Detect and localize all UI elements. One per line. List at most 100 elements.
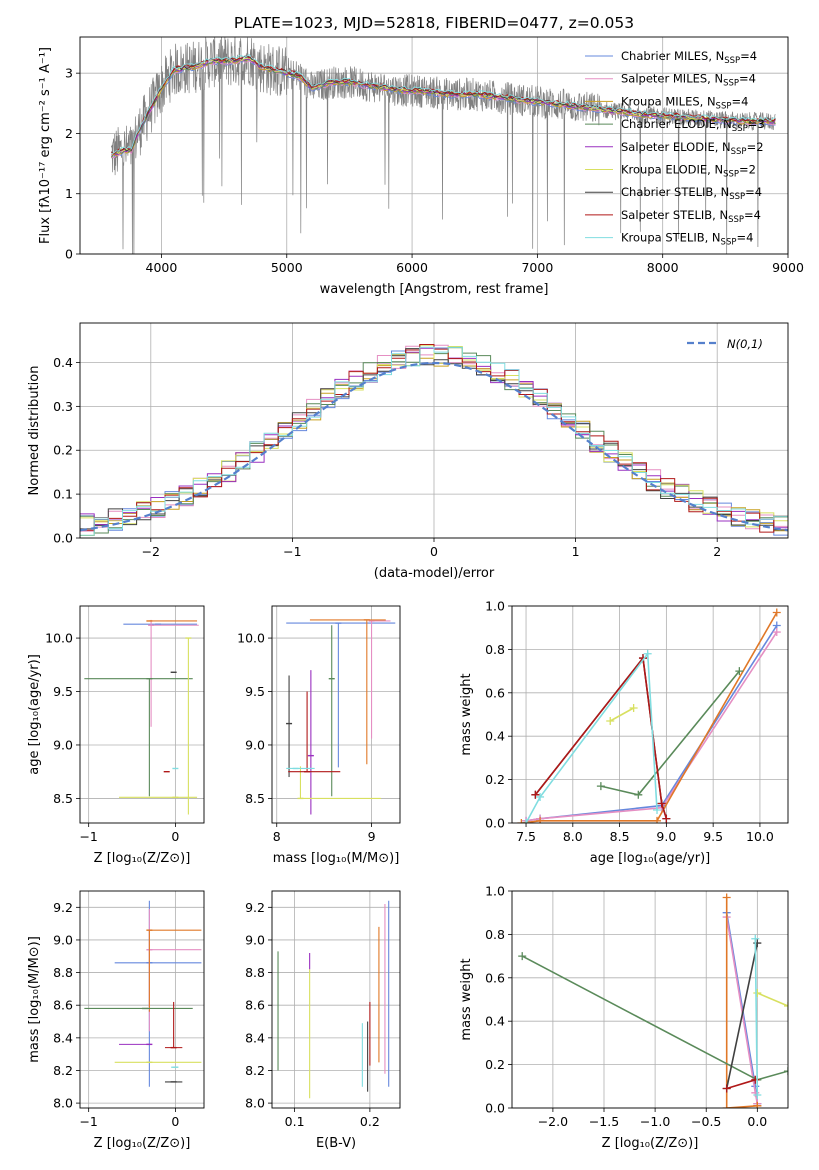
y-axis-label: age [log₁₀(age/yr)] [27, 654, 42, 775]
y-tick-label: 9.2 [245, 900, 265, 915]
errorbar-point [146, 929, 202, 1012]
axes-frame [511, 890, 789, 1109]
y-axis-label: mass weight [459, 958, 474, 1040]
y-tick-label: 0.4 [53, 355, 73, 370]
y-tick-label: 9.0 [53, 737, 73, 752]
weight-marker [662, 814, 671, 823]
y-tick-label: 0.2 [485, 772, 505, 787]
weight-line [726, 1079, 756, 1090]
weight-line [725, 942, 759, 1089]
x-tick-label: 2 [713, 544, 721, 559]
legend-label: Salpeter MILES, NSSP=4 [621, 72, 756, 89]
axes-frame [79, 322, 789, 539]
y-tick-label: 0.4 [485, 1014, 505, 1029]
y-tick-label: 2 [65, 126, 73, 141]
plot-area [517, 608, 781, 823]
x-tick-label: 9.0 [656, 829, 676, 844]
plot-area [80, 344, 788, 536]
plot-area [286, 619, 396, 815]
x-tick-label: 10.0 [746, 829, 774, 844]
errorbar-point [114, 900, 202, 1087]
x-tick-label: 1 [572, 544, 580, 559]
panel-weight_vs_Z: −2.0 −1.5 −1.0 −0.5 0.0 0.0 0.2 0.4 0.6 0.8 1.0 Z [… [459, 884, 789, 1151]
x-tick-label: 7.5 [516, 829, 536, 844]
y-tick-label: 9.5 [53, 684, 73, 699]
weight-series [596, 667, 744, 799]
legend: N(0,1) [687, 337, 763, 351]
weight-marker [722, 1104, 731, 1108]
axes-frame [79, 890, 205, 1109]
weight-series [751, 934, 762, 1099]
x-tick-label: −0.5 [691, 1114, 721, 1129]
errorbar-point [288, 691, 341, 773]
weight-series [517, 608, 781, 823]
y-tick-label: 0.4 [485, 729, 505, 744]
y-tick-label: 8.0 [245, 1096, 265, 1111]
legend-label: Salpeter ELODIE, NSSP=2 [621, 140, 764, 157]
model-line [111, 54, 776, 155]
weight-line [525, 651, 658, 823]
x-tick-label: 4000 [146, 260, 178, 275]
y-tick-label: 0.8 [485, 927, 505, 942]
legend-label: Salpeter STELIB, NSSP=4 [621, 208, 761, 225]
y-tick-label: 0.0 [485, 816, 505, 831]
y-tick-label: 9.2 [53, 900, 73, 915]
plot-area [84, 619, 199, 815]
y-tick-label: 8.5 [245, 791, 265, 806]
residual-histogram [80, 344, 788, 528]
y-axis-label: Normed distribution [27, 366, 42, 496]
y-tick-label: 0.0 [53, 531, 73, 546]
x-tick-label: −2.0 [538, 1114, 568, 1129]
weight-marker [735, 667, 744, 676]
legend-label: Chabrier MILES, NSSP=4 [621, 49, 757, 66]
weight-series [606, 703, 638, 726]
legend-label: Kroupa ELODIE, NSSP=2 [621, 163, 756, 180]
weight-marker [753, 1101, 762, 1108]
x-tick-label: −1.0 [640, 1114, 670, 1129]
weight-marker [653, 805, 662, 814]
x-tick-label: 8 [273, 829, 281, 844]
plot-area [277, 900, 390, 1099]
y-tick-label: 9.5 [245, 684, 265, 699]
y-tick-label: 0.1 [53, 487, 73, 502]
x-axis-label: wavelength [Angstrom, rest frame] [320, 282, 549, 297]
y-axis-label: mass [log₁₀(M/M⊙)] [27, 936, 42, 1063]
y-tick-label: 8.0 [53, 1096, 73, 1111]
weight-marker [784, 1067, 788, 1076]
legend-label: N(0,1) [727, 337, 763, 351]
axes-frame [79, 605, 205, 824]
y-tick-label: 10.0 [237, 631, 265, 646]
weight-line [725, 897, 758, 1108]
weight-line [521, 612, 778, 823]
y-tick-label: 9.0 [245, 737, 265, 752]
weight-marker [606, 717, 615, 726]
weight-marker [753, 988, 762, 997]
x-tick-label: 0.0 [747, 1114, 767, 1129]
x-axis-label: mass [log₁₀(M/M⊙)] [273, 851, 400, 866]
y-tick-label: 8.8 [53, 965, 73, 980]
weight-marker [751, 934, 760, 943]
x-axis-label: Z [log₁₀(Z/Z⊙)] [94, 851, 191, 866]
y-tick-label: 1.0 [485, 884, 505, 899]
weight-marker [518, 952, 527, 961]
x-tick-label: −1.5 [589, 1114, 619, 1129]
errorbar-point [185, 637, 192, 815]
weight-series [722, 893, 762, 1108]
model-line [111, 56, 776, 155]
weight-marker [634, 790, 643, 799]
figure-title: PLATE=1023, MJD=52818, FIBERID=0477, z=0… [234, 14, 634, 32]
y-tick-label: 0.3 [53, 399, 73, 414]
weight-line [525, 631, 778, 822]
panel-weight_vs_age: 7.5 8.0 8.5 9.0 9.5 10.0 0.0 0.2 0.4 0.6 0.8 1.0 age… [459, 599, 789, 866]
weight-series [753, 988, 788, 1011]
panel-age_vs_Z: −1 0 8.5 9.0 9.5 10.0 Z [log₁₀(Z/Z⊙)] age [log₁… [27, 605, 205, 866]
weight-line [609, 707, 634, 722]
plot-area [518, 893, 788, 1108]
x-axis-label: age [log₁₀(age/yr)] [590, 851, 711, 866]
y-tick-label: 10.0 [45, 631, 73, 646]
weight-marker [522, 819, 531, 823]
x-tick-label: 6000 [396, 260, 428, 275]
y-tick-label: 8.4 [53, 1030, 73, 1045]
weight-marker [753, 1090, 762, 1099]
